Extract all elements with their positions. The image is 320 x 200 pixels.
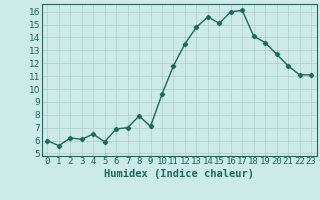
X-axis label: Humidex (Indice chaleur): Humidex (Indice chaleur) (104, 169, 254, 179)
